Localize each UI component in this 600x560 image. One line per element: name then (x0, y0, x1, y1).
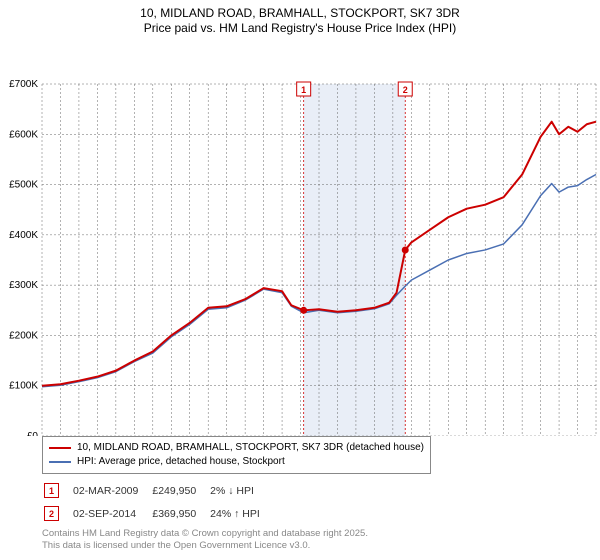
footer-line-1: Contains HM Land Registry data © Crown c… (42, 528, 368, 540)
price-chart: £0£100K£200K£300K£400K£500K£600K£700K199… (0, 36, 600, 436)
legend: 10, MIDLAND ROAD, BRAMHALL, STOCKPORT, S… (42, 436, 431, 474)
svg-text:£0: £0 (27, 431, 39, 436)
legend-swatch (49, 461, 71, 463)
svg-text:£100K: £100K (9, 381, 38, 392)
chart-title-block: 10, MIDLAND ROAD, BRAMHALL, STOCKPORT, S… (0, 0, 600, 36)
title-line-2: Price paid vs. HM Land Registry's House … (0, 21, 600, 36)
svg-text:£500K: £500K (9, 180, 38, 191)
svg-text:£400K: £400K (9, 230, 38, 241)
sale-row: 2 02-SEP-2014£369,95024% ↑ HPI (44, 503, 272, 524)
sale-date: 02-SEP-2014 (73, 503, 150, 524)
footer-line-2: This data is licensed under the Open Gov… (42, 540, 368, 552)
sale-row: 1 02-MAR-2009£249,9502% ↓ HPI (44, 480, 272, 501)
legend-row: HPI: Average price, detached house, Stoc… (49, 455, 424, 469)
sale-marker: 1 (44, 483, 59, 498)
sale-marker: 2 (44, 506, 59, 521)
svg-text:2: 2 (403, 85, 408, 95)
sale-delta: 2% ↓ HPI (210, 480, 272, 501)
sales-table: 1 02-MAR-2009£249,9502% ↓ HPI 2 02-SEP-2014… (42, 478, 274, 526)
legend-row: 10, MIDLAND ROAD, BRAMHALL, STOCKPORT, S… (49, 441, 424, 455)
svg-text:£700K: £700K (9, 79, 38, 90)
footer-attribution: Contains HM Land Registry data © Crown c… (42, 528, 368, 553)
sale-price: £249,950 (152, 480, 208, 501)
svg-text:£600K: £600K (9, 129, 38, 140)
svg-text:1: 1 (301, 85, 306, 95)
sale-date: 02-MAR-2009 (73, 480, 150, 501)
sale-delta: 24% ↑ HPI (210, 503, 272, 524)
sale-price: £369,950 (152, 503, 208, 524)
legend-label: 10, MIDLAND ROAD, BRAMHALL, STOCKPORT, S… (77, 441, 424, 455)
legend-label: HPI: Average price, detached house, Stoc… (77, 455, 285, 469)
title-line-1: 10, MIDLAND ROAD, BRAMHALL, STOCKPORT, S… (0, 6, 600, 21)
svg-text:£300K: £300K (9, 280, 38, 291)
svg-text:£200K: £200K (9, 330, 38, 341)
legend-swatch (49, 447, 71, 449)
